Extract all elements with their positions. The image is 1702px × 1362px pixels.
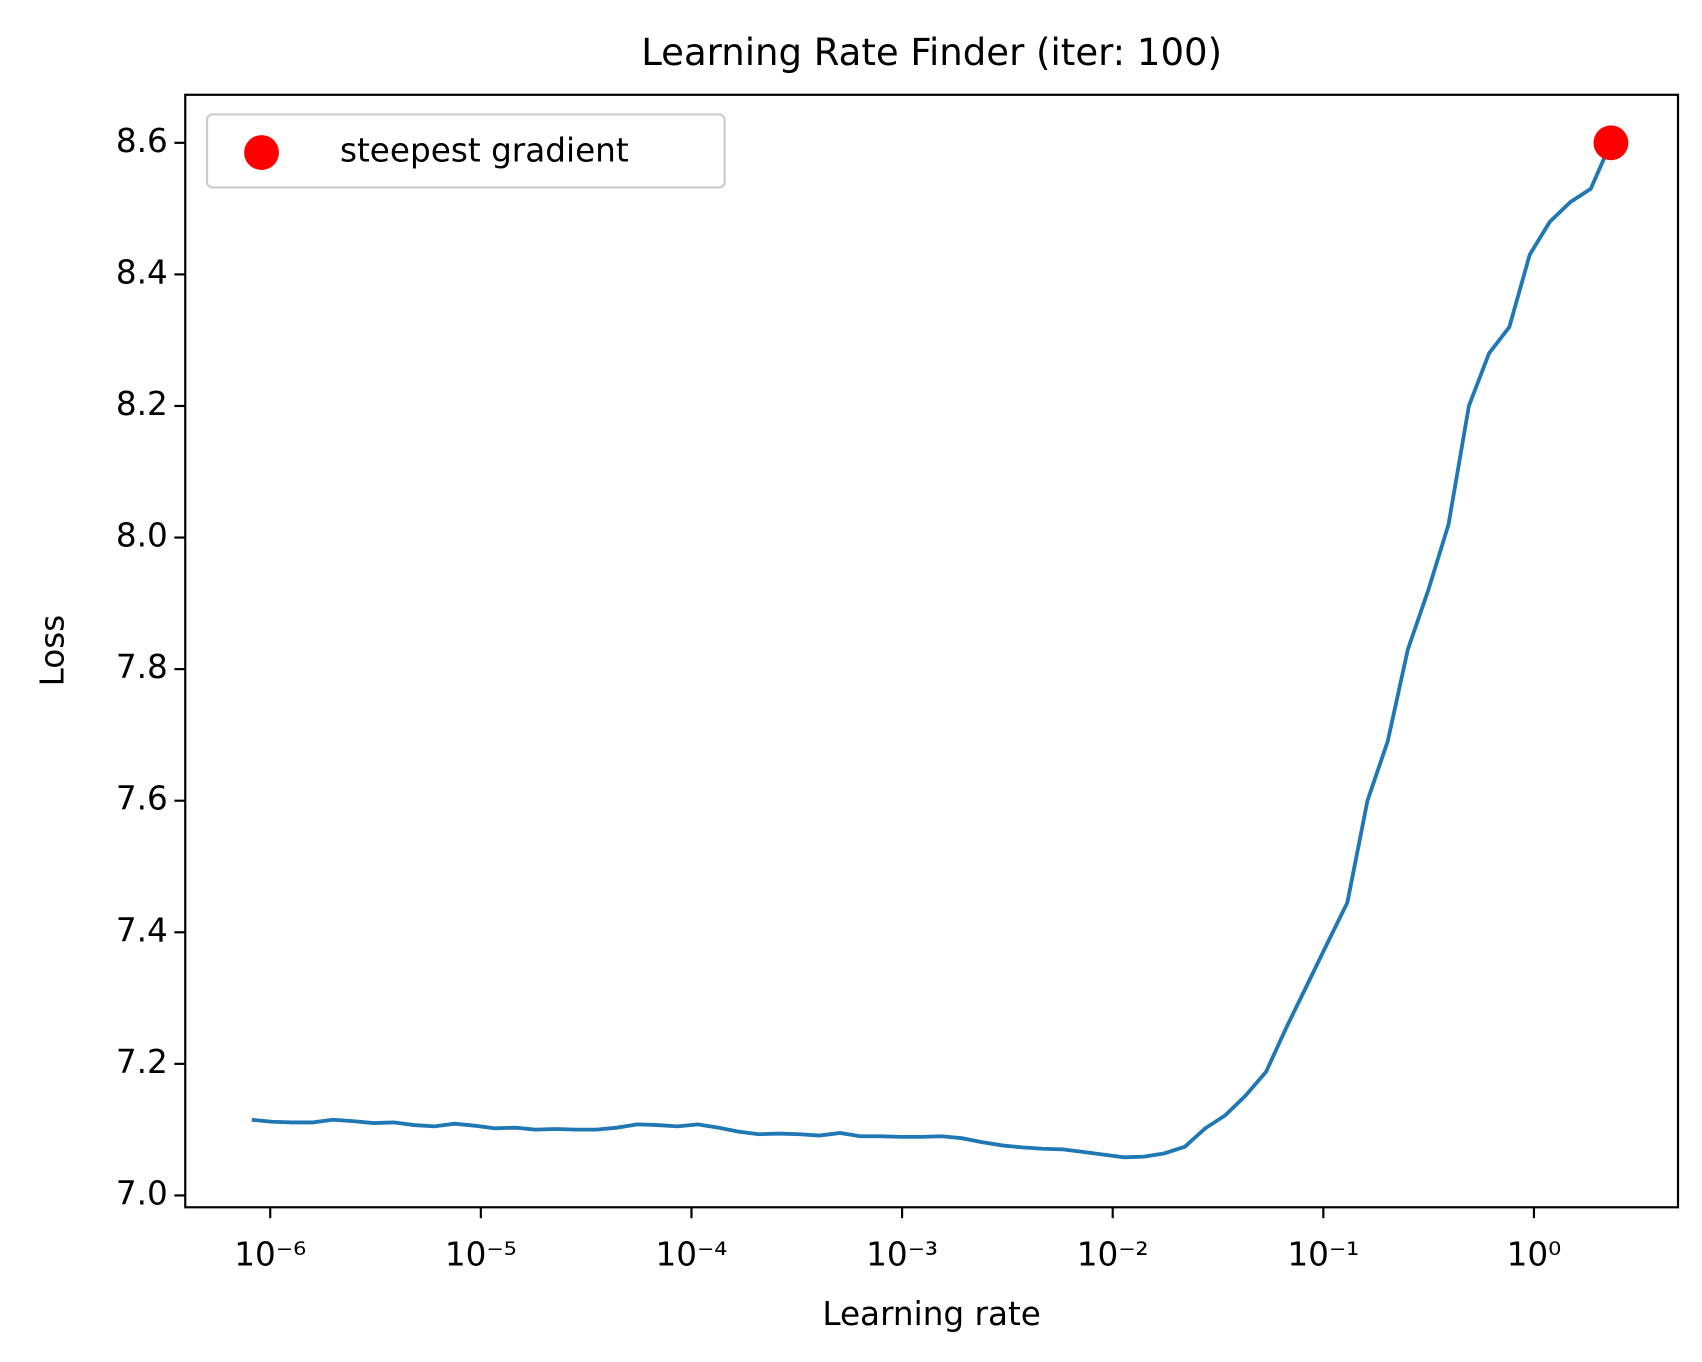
legend-label: steepest gradient — [340, 132, 629, 170]
loss-line — [251, 142, 1613, 1160]
y-tick-label: 7.4 — [116, 911, 168, 949]
y-tick-label: 8.2 — [116, 385, 168, 423]
x-tick-label: 10⁻³ — [866, 1235, 938, 1273]
highlight-point — [1593, 125, 1629, 161]
y-tick-label: 7.0 — [116, 1174, 168, 1212]
legend-marker — [244, 135, 279, 170]
x-tick-label: 10⁻⁴ — [656, 1235, 728, 1273]
y-tick-label: 7.2 — [116, 1043, 168, 1081]
chart-title: Learning Rate Finder (iter: 100) — [641, 31, 1222, 74]
y-tick-label: 8.0 — [116, 517, 168, 555]
x-tick-label: 10⁻¹ — [1287, 1235, 1359, 1273]
legend: steepest gradient — [205, 113, 726, 189]
y-tick-label: 7.8 — [116, 648, 168, 686]
x-tick-label: 10⁻⁵ — [445, 1235, 517, 1273]
axes-frame — [184, 93, 1680, 1209]
x-axis-label: Learning rate — [822, 1295, 1041, 1333]
y-tick-label: 8.6 — [116, 122, 168, 160]
y-tick-label: 7.6 — [116, 780, 168, 818]
x-tick-label: 10⁻² — [1077, 1235, 1149, 1273]
y-axis-label: Loss — [34, 615, 72, 687]
x-tick-label: 10⁰ — [1507, 1235, 1562, 1273]
x-tick-label: 10⁻⁶ — [234, 1235, 306, 1273]
legend-box — [205, 113, 726, 189]
y-tick-label: 8.4 — [116, 253, 168, 291]
plot-area — [251, 125, 1629, 1160]
